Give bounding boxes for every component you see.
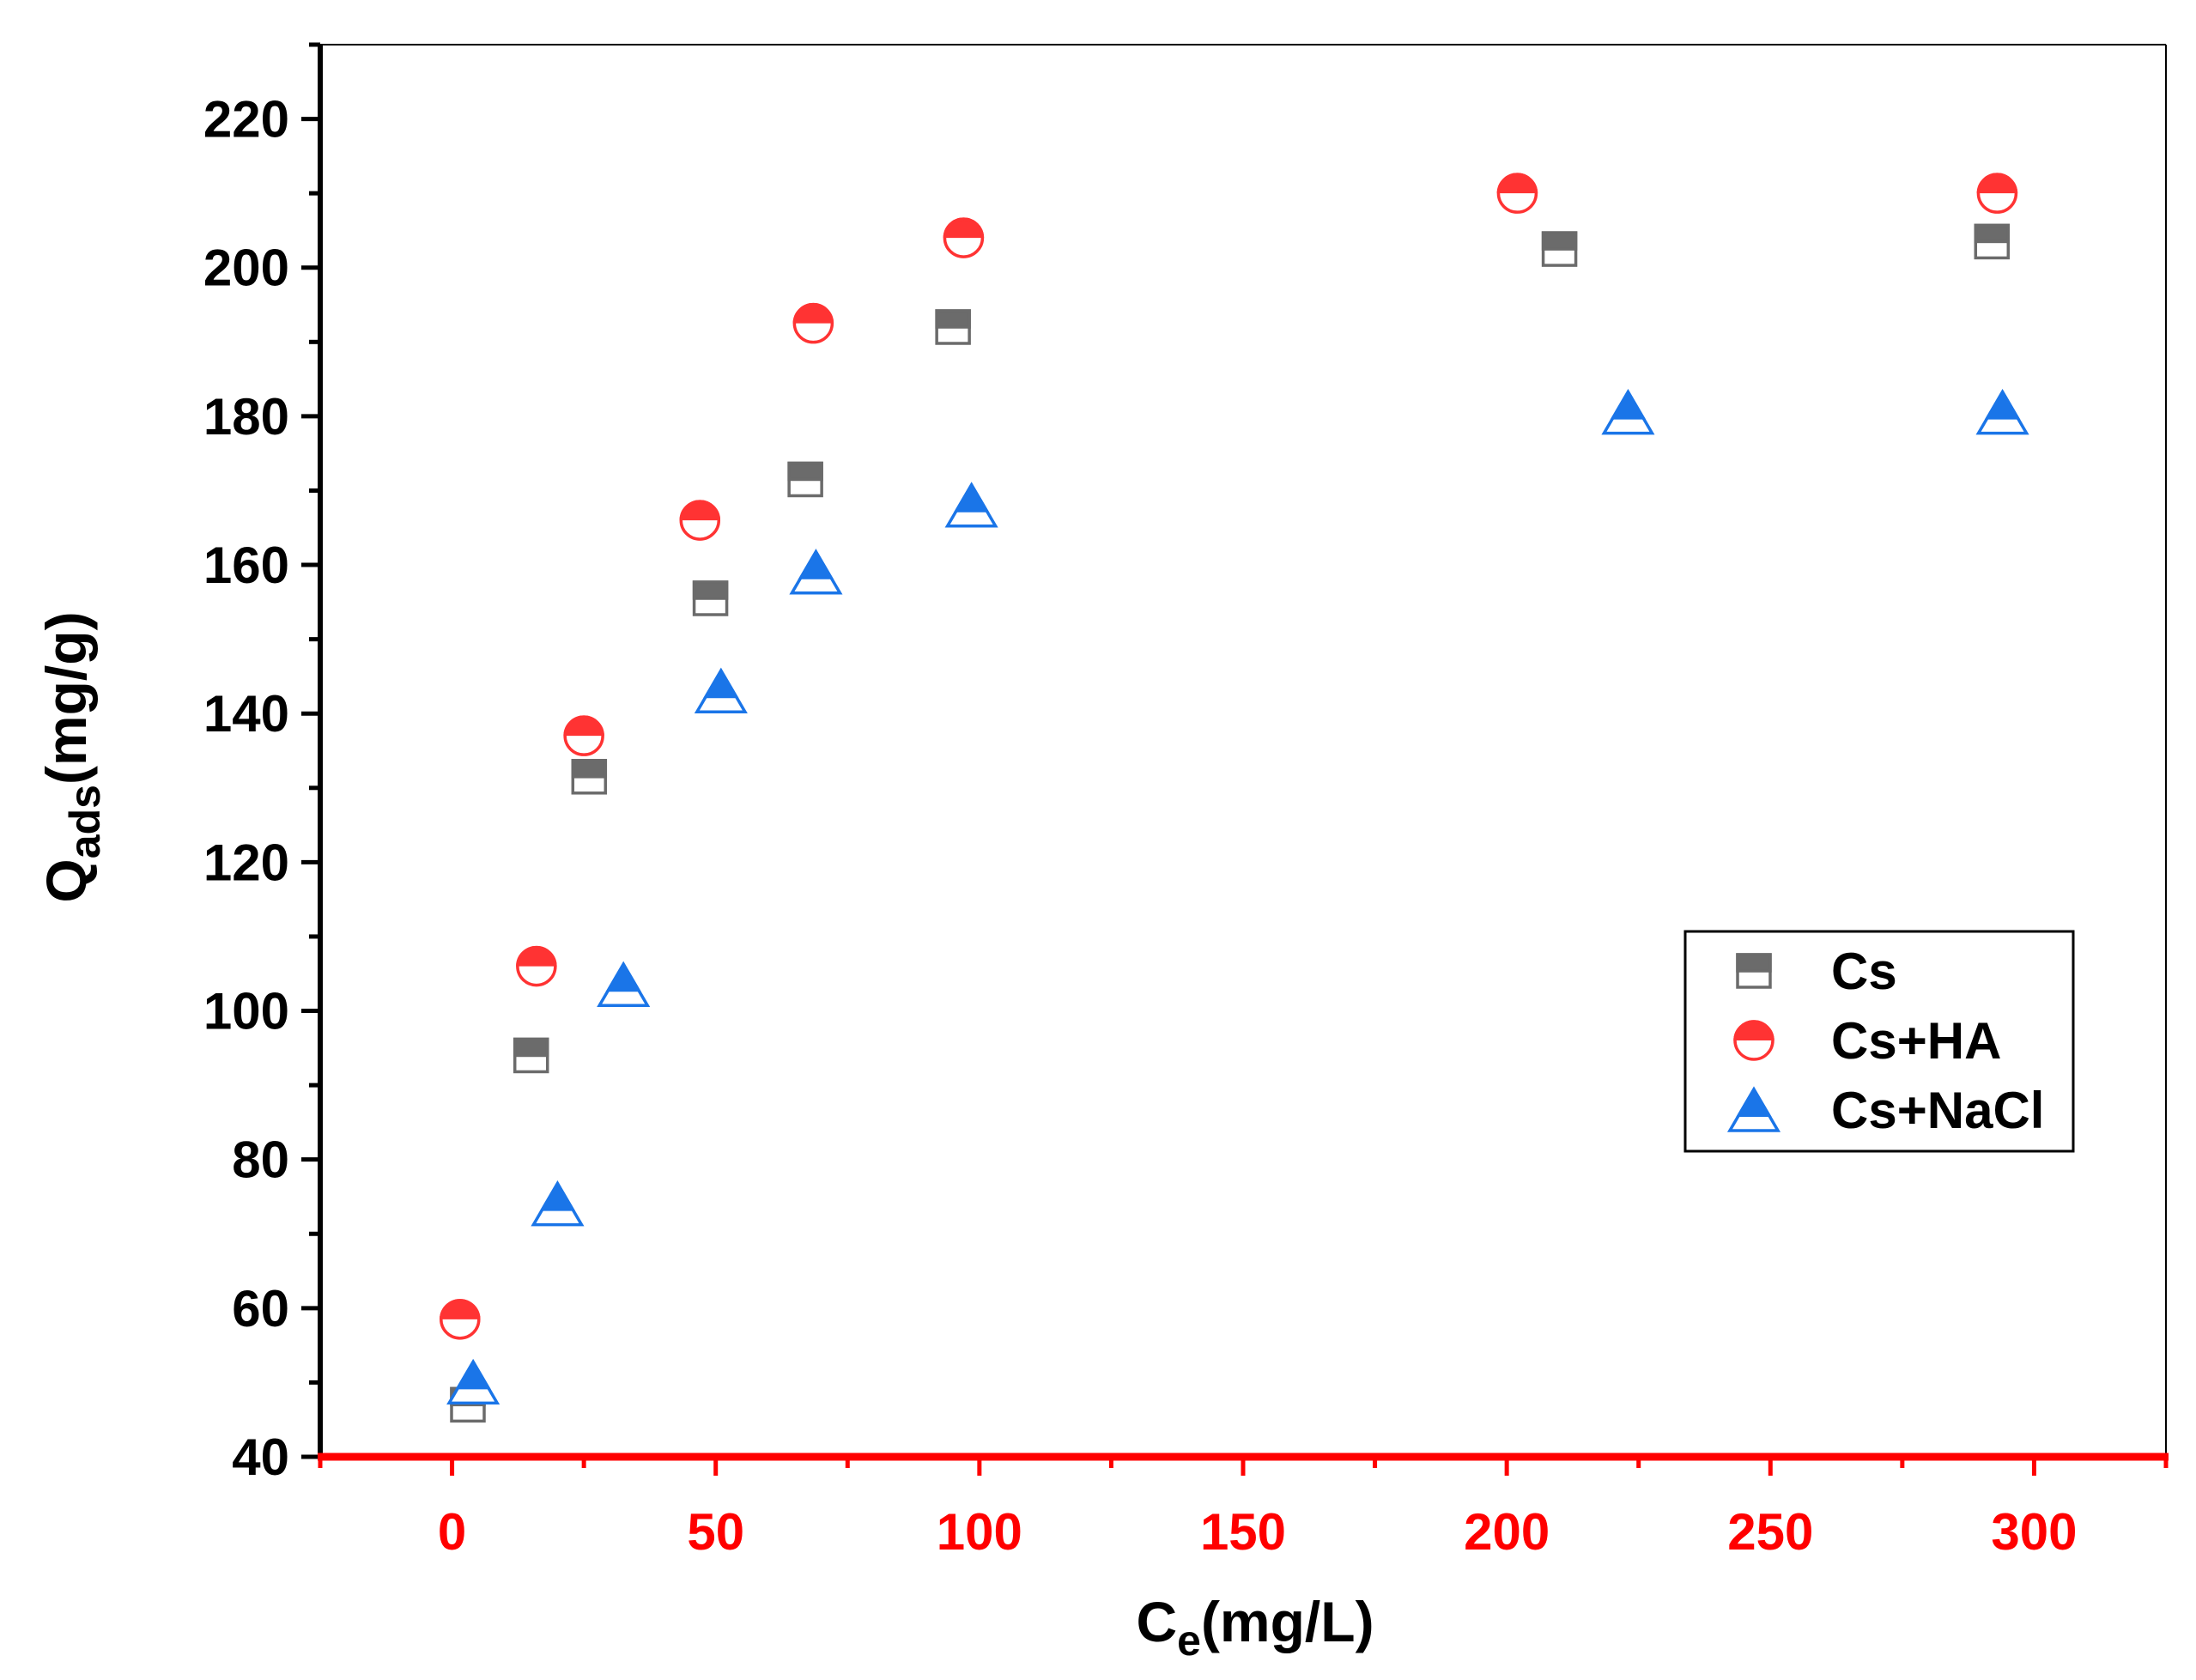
y-axis-title: Qads(mg/g) [34, 611, 109, 902]
x-tick-label: 100 [937, 1503, 1022, 1561]
point-cs-nacl-fill [953, 482, 990, 512]
point-cs-nacl [446, 1358, 500, 1405]
y-axis-title-subscript: ads [61, 785, 109, 858]
point-cs-fill [1541, 231, 1578, 251]
point-cs-ha [792, 302, 834, 344]
point-cs [692, 580, 729, 616]
legend-cs-ha-marker [1733, 1020, 1774, 1061]
point-cs-ha [440, 1299, 481, 1340]
legend-cs-marker-fill [1736, 953, 1772, 973]
point-cs-ha [1976, 173, 2018, 214]
point-cs-nacl [944, 482, 998, 528]
point-cs-ha-fill [516, 945, 557, 967]
legend-cs-marker [1736, 953, 1772, 989]
point-cs-ha [943, 217, 985, 258]
point-cs-ha [516, 945, 557, 987]
point-cs-nacl [531, 1180, 585, 1227]
data-points [440, 173, 2029, 1423]
x-axis-title: Ce(mg/L) [1136, 1590, 1374, 1665]
point-cs-nacl [789, 549, 843, 595]
point-cs-nacl [694, 667, 748, 713]
y-axis: 40 60 80 100 120 140 160 180 200 220 [203, 42, 323, 1486]
point-cs [571, 759, 608, 795]
point-cs-ha-fill [1496, 173, 1538, 194]
point-cs-ha [1496, 173, 1538, 214]
point-cs-nacl-fill [605, 961, 641, 992]
point-cs [935, 309, 971, 345]
x-tick-label: 0 [438, 1503, 466, 1561]
y-tick-label: 60 [232, 1280, 289, 1337]
point-cs-nacl [1975, 389, 2029, 435]
point-cs-nacl-fill [703, 667, 739, 699]
point-cs-fill [513, 1037, 549, 1058]
point-cs [787, 461, 823, 498]
x-axis: 0 50 100 150 200 250 300 [318, 1453, 2169, 1561]
point-cs-ha-fill [792, 302, 834, 324]
legend-cs-ha-marker-fill [1733, 1020, 1774, 1040]
point-cs-fill [1974, 223, 2011, 244]
x-tick-label: 200 [1464, 1503, 1550, 1561]
point-cs-ha [563, 715, 604, 756]
legend-cs-label: Cs [1831, 943, 1897, 1000]
point-cs-ha-fill [679, 500, 721, 521]
x-tick-label: 300 [1991, 1503, 2077, 1561]
point-cs-nacl-fill [539, 1180, 576, 1211]
point-cs-fill [692, 580, 729, 600]
y-tick-label: 100 [203, 983, 289, 1040]
point-cs-ha-fill [440, 1299, 481, 1319]
point-cs-nacl-fill [798, 549, 834, 579]
legend-cs-nacl-marker [1726, 1086, 1781, 1132]
y-tick-label: 220 [203, 91, 289, 149]
x-axis-title-subscript: e [1177, 1616, 1201, 1665]
point-cs-nacl-fill [1984, 389, 2021, 420]
y-tick-label: 160 [203, 537, 289, 594]
point-cs-nacl [597, 961, 651, 1007]
point-cs-nacl-fill [1610, 389, 1647, 420]
point-cs-ha-fill [1976, 173, 2018, 194]
y-tick-label: 40 [232, 1428, 289, 1486]
point-cs-fill [935, 309, 971, 329]
y-tick-label: 80 [232, 1131, 289, 1189]
point-cs-ha [679, 500, 721, 541]
legend-cs-nacl-marker-fill [1736, 1086, 1772, 1117]
point-cs-ha-fill [943, 217, 985, 239]
legend-cs-ha-label: Cs+HA [1831, 1012, 2001, 1070]
point-cs-nacl [1601, 389, 1655, 435]
y-tick-label: 180 [203, 388, 289, 446]
x-tick-label: 50 [687, 1503, 744, 1561]
y-tick-label: 120 [203, 834, 289, 891]
y-tick-label: 140 [203, 685, 289, 743]
point-cs-fill [571, 759, 608, 779]
legend: Cs Cs+HA Cs+NaCl [1683, 930, 2075, 1153]
point-cs-fill [787, 461, 823, 482]
point-cs-ha-fill [563, 715, 604, 737]
point-cs-nacl-fill [455, 1358, 491, 1390]
legend-cs-nacl-label: Cs+NaCl [1831, 1082, 2044, 1139]
point-cs [1974, 223, 2011, 260]
plot-frame [320, 44, 2167, 1457]
point-cs [1541, 231, 1578, 267]
y-tick-label: 200 [203, 240, 289, 297]
x-tick-label: 250 [1727, 1503, 1813, 1561]
point-cs [513, 1037, 549, 1074]
x-tick-label: 150 [1200, 1503, 1286, 1561]
